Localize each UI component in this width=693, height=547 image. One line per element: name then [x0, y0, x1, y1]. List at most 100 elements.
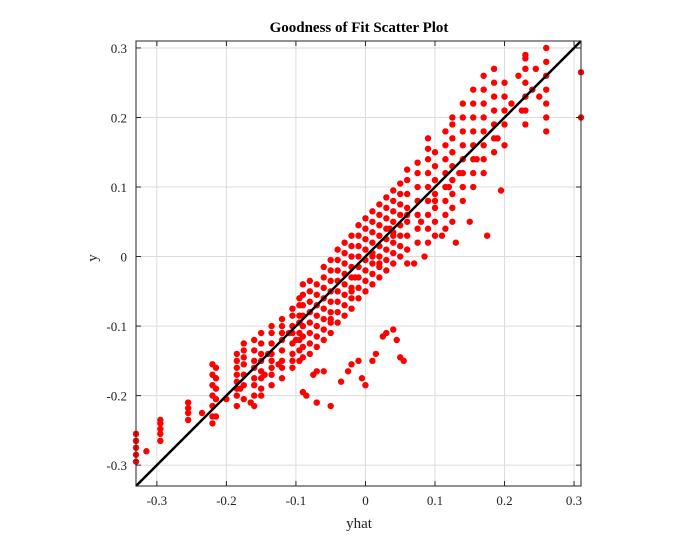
data-point: [400, 357, 407, 365]
data-point: [480, 100, 487, 107]
fit-reference-line: [135, 40, 582, 487]
data-point: [403, 190, 411, 198]
y-tick-label: 0.1: [111, 180, 127, 195]
plot-area-frame: [135, 40, 582, 487]
data-point: [431, 162, 439, 170]
data-point: [278, 375, 286, 382]
data-point: [306, 288, 314, 295]
data-point: [334, 319, 341, 326]
data-point: [442, 156, 449, 163]
data-point: [369, 218, 376, 225]
data-point: [233, 371, 241, 378]
data-point: [157, 430, 164, 438]
data-point: [303, 392, 310, 399]
data-point: [459, 183, 466, 191]
data-point: [497, 187, 505, 194]
y-axis-label: y: [85, 254, 101, 262]
data-point: [278, 315, 286, 323]
data-point: [334, 267, 341, 274]
data-point: [414, 159, 421, 166]
data-point: [157, 425, 164, 433]
data-point: [424, 197, 432, 205]
data-point: [240, 361, 247, 368]
data-point: [299, 302, 307, 309]
data-point: [320, 284, 327, 292]
data-point: [355, 284, 362, 292]
data-point: [376, 253, 383, 260]
data-point: [522, 65, 529, 73]
data-point: [438, 232, 446, 239]
data-point: [501, 107, 508, 114]
data-point: [470, 100, 477, 107]
data-point: [320, 305, 327, 312]
data-point: [403, 232, 411, 239]
data-point: [403, 246, 411, 253]
data-point: [543, 100, 550, 107]
data-point: [383, 267, 390, 274]
data-point: [198, 409, 206, 417]
data-point: [278, 347, 286, 354]
data-point: [306, 340, 314, 347]
data-point: [403, 176, 411, 184]
data-point: [480, 142, 487, 149]
data-point: [459, 142, 466, 149]
data-point: [379, 333, 387, 340]
data-point: [376, 222, 383, 229]
data-point: [501, 93, 508, 100]
data-point: [240, 354, 247, 361]
data-point: [362, 225, 369, 232]
data-point: [480, 114, 487, 121]
data-point: [515, 72, 522, 79]
data-point: [449, 204, 456, 212]
data-point: [376, 211, 383, 219]
data-point: [299, 333, 307, 340]
data-point: [449, 149, 456, 156]
data-point: [522, 79, 529, 86]
data-point: [459, 114, 466, 121]
chart-title: Goodness of Fit Scatter Plot: [270, 20, 449, 36]
data-point: [355, 222, 362, 229]
data-point: [320, 274, 327, 281]
data-point: [209, 420, 216, 427]
data-point: [337, 378, 345, 385]
data-point: [452, 239, 460, 246]
data-point: [341, 239, 348, 246]
data-point: [313, 343, 320, 351]
data-point: [341, 302, 348, 309]
data-point: [442, 197, 449, 205]
data-point: [251, 357, 258, 365]
data-point: [184, 409, 192, 417]
data-point: [275, 361, 282, 368]
data-point: [390, 208, 397, 215]
data-point: [543, 86, 550, 93]
x-axis-label: yhat: [346, 516, 373, 532]
data-point: [320, 315, 327, 323]
data-point: [184, 416, 192, 424]
data-point: [313, 291, 320, 298]
data-point: [327, 402, 334, 410]
x-tick-label: -0.1: [286, 493, 307, 508]
data-point: [390, 260, 397, 267]
data-point: [251, 381, 258, 389]
data-point: [327, 277, 334, 285]
data-point: [369, 270, 376, 278]
data-point: [268, 329, 275, 337]
data-point: [320, 368, 327, 375]
data-point: [383, 194, 390, 201]
data-point: [536, 93, 543, 100]
data-point: [473, 156, 480, 163]
data-point: [327, 298, 334, 305]
data-point: [257, 340, 265, 347]
data-point: [257, 350, 265, 358]
x-tick-label: 0: [362, 493, 369, 508]
data-point: [143, 448, 150, 455]
data-point: [397, 242, 404, 250]
data-point: [459, 128, 466, 135]
data-point: [403, 218, 411, 225]
data-point: [268, 357, 275, 365]
data-point: [233, 402, 241, 410]
data-point: [257, 329, 265, 337]
data-point: [431, 197, 439, 205]
data-point: [369, 239, 376, 246]
